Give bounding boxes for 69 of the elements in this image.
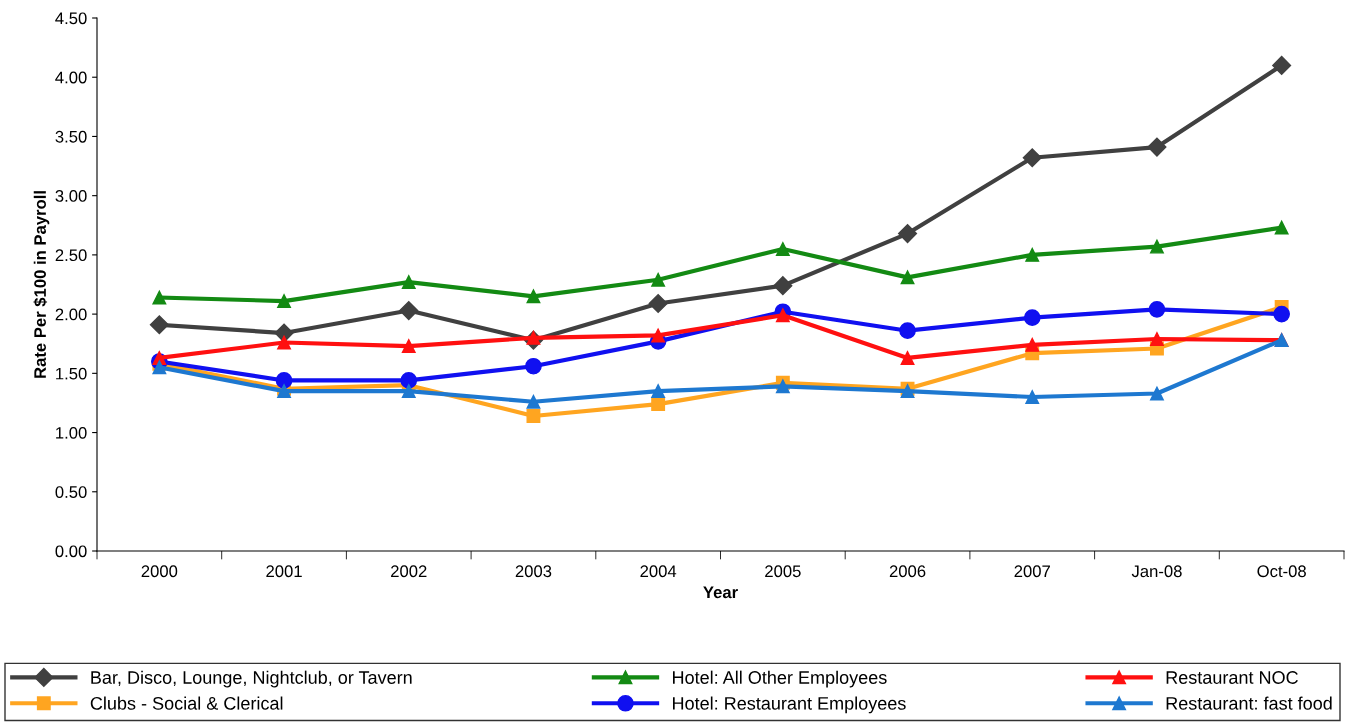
y-tick-label: 0.50 [55,486,87,498]
legend-label: Restaurant: fast food [1166,696,1332,710]
y-tick-label: 3.50 [55,130,87,143]
x-tick-label: 2000 [141,565,178,578]
point [1274,220,1289,235]
point [1025,390,1040,404]
x-tick-label: Oct-08 [1257,565,1306,578]
point [1023,309,1041,326]
point [1150,386,1164,401]
point [651,272,666,287]
point [651,397,666,412]
y-tick-label: 2.00 [55,308,87,321]
point [775,242,790,256]
point [1148,301,1166,318]
point [400,372,418,389]
point [525,357,542,375]
point [1150,332,1164,346]
legend-label: Bar, Disco, Lounge, Nightclub, or Tavern [91,670,412,688]
point [277,294,291,309]
point [899,322,916,340]
point [1273,305,1290,323]
point [775,308,790,323]
point [526,394,541,409]
point [152,290,167,305]
y-tick-label: 4.50 [55,12,87,25]
x-tick-label: 2006 [889,565,926,578]
point [277,335,291,350]
point [1025,247,1040,262]
point [775,379,790,394]
y-tick-label: 2.50 [55,249,87,262]
y-tick-label: 1.00 [56,426,87,439]
x-axis-title: Year [703,586,738,599]
point [1272,55,1292,75]
point [900,270,915,285]
point [1025,337,1040,352]
point [651,328,666,343]
point [651,384,666,399]
x-tick-label: Jan-08 [1131,565,1182,578]
point [1150,239,1164,254]
y-tick-label: 4.00 [55,71,87,84]
point [900,350,915,365]
point [401,275,416,290]
x-tick-label: 2002 [391,565,427,578]
point [648,293,668,313]
point [1147,137,1167,157]
point [152,360,167,375]
point [1022,148,1042,168]
point [773,276,793,296]
point [401,339,416,354]
legend-label: Restaurant NOC [1166,671,1298,684]
x-tick-label: 2005 [765,565,801,578]
x-tick-label: 2007 [1014,565,1050,578]
y-tick-label: 0.00 [55,545,87,558]
y-axis-title: Rate Per $100 in Payroll [33,191,50,378]
point [526,289,541,304]
point [275,372,293,389]
legend-label: Clubs - Social & Clerical [90,696,283,710]
x-tick-label: 2001 [266,565,302,578]
point [401,384,416,399]
x-tick-label: 2004 [640,565,677,578]
point [898,224,918,244]
legend-label: Hotel: Restaurant Employees [673,696,906,714]
point [149,315,169,335]
legend-label: Hotel: All Other Employees [673,670,887,688]
y-tick-label: 3.00 [55,190,87,202]
y-tick-label: 1.50 [56,367,87,380]
point [526,409,541,423]
x-tick-label: 2003 [515,565,552,578]
point [399,301,419,321]
